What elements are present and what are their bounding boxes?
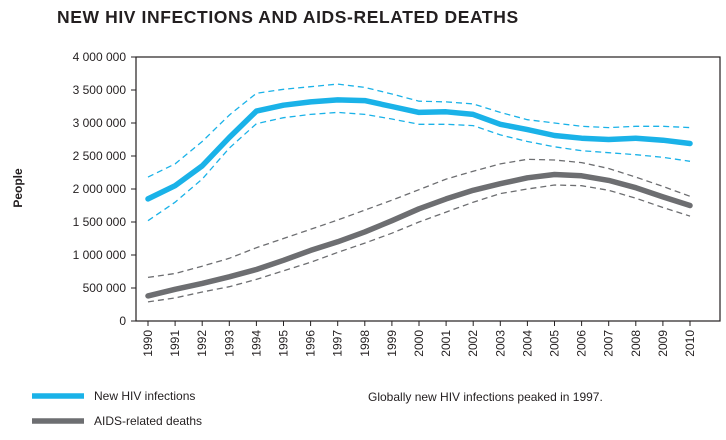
x-tick-label: 2000 [412, 330, 426, 357]
y-tick-label: 500 000 [83, 281, 127, 295]
y-tick-label: 0 [119, 314, 126, 328]
x-tick-label: 1993 [222, 330, 236, 357]
x-tick-label: 2007 [602, 330, 616, 357]
y-tick-label: 3 000 000 [73, 116, 127, 130]
new-hiv-infections-line [145, 97, 693, 202]
y-tick-label: 2 000 000 [73, 182, 127, 196]
new-hiv-infections-legend-label: New HIV infections [94, 389, 195, 403]
x-tick-label: 2009 [656, 330, 670, 357]
x-tick-label: 2003 [493, 330, 507, 357]
x-tick-label: 1990 [141, 330, 155, 357]
x-tick-label: 2010 [683, 330, 697, 357]
y-tick-label: 1 000 000 [73, 248, 127, 262]
y-tick-label: 3 500 000 [73, 83, 127, 97]
x-tick-label: 1995 [277, 330, 291, 357]
x-axis: 1990 1991 1992 1993 1994 1995 1996 1997 1998 1999… [141, 321, 697, 357]
x-tick-label: 1998 [358, 330, 372, 357]
x-tick-label: 2002 [466, 330, 480, 357]
aids-related-deaths-line [145, 171, 693, 299]
y-axis: 0 500 000 1 000 000 1 500 000 2 000 000 2 500… [73, 50, 136, 328]
new-hiv-infections-lower-bound-line [147, 111, 691, 222]
x-tick-label: 1992 [195, 330, 209, 357]
legend: New HIV infections AIDS-related deaths [32, 389, 202, 428]
x-tick-label: 2004 [520, 330, 534, 357]
y-tick-label: 2 500 000 [73, 149, 127, 163]
aids-related-deaths-lower-bound-line [147, 184, 691, 303]
series-layer [145, 83, 693, 303]
aids-related-deaths-upper-bound-line [147, 158, 691, 279]
x-tick-label: 1994 [249, 330, 263, 357]
x-tick-label: 2008 [629, 330, 643, 357]
x-tick-label: 1991 [168, 330, 182, 357]
x-tick-label: 1999 [385, 330, 399, 357]
y-tick-label: 1 500 000 [73, 215, 127, 229]
new-hiv-infections-upper-bound-line [147, 83, 691, 178]
aids-related-deaths-legend-label: AIDS-related deaths [94, 414, 202, 428]
x-tick-label: 2001 [439, 330, 453, 357]
annotation-note: Globally new HIV infections peaked in 19… [368, 390, 603, 404]
y-axis-label: People [11, 168, 25, 208]
y-tick-label: 4 000 000 [73, 50, 127, 64]
x-tick-label: 1997 [331, 330, 345, 357]
x-tick-label: 1996 [304, 330, 318, 357]
x-tick-label: 2005 [548, 330, 562, 357]
chart-title: NEW HIV INFECTIONS AND AIDS-RELATED DEAT… [57, 7, 519, 27]
x-tick-label: 2006 [575, 330, 589, 357]
